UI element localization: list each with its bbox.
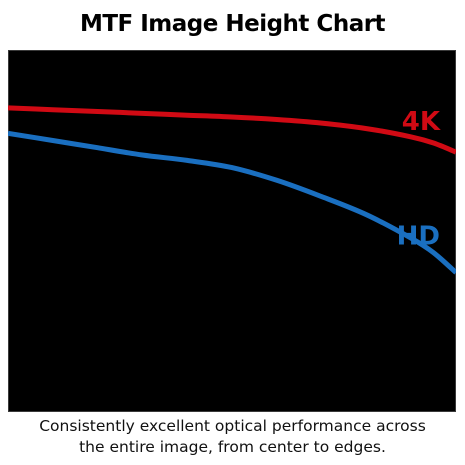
mtf-chart: 4K HD (8, 105, 456, 275)
series-label-4k: 4K (402, 107, 441, 137)
chart-caption: Consistently excellent optical performan… (0, 416, 465, 458)
series-line-4k (8, 105, 456, 155)
series-line-hd (8, 130, 456, 275)
caption-line-2: the entire image, from center to edges. (79, 438, 386, 456)
chart-title: MTF Image Height Chart (79, 11, 386, 37)
caption-line-1: Consistently excellent optical performan… (39, 417, 426, 435)
series-label-hd: HD (397, 222, 440, 252)
